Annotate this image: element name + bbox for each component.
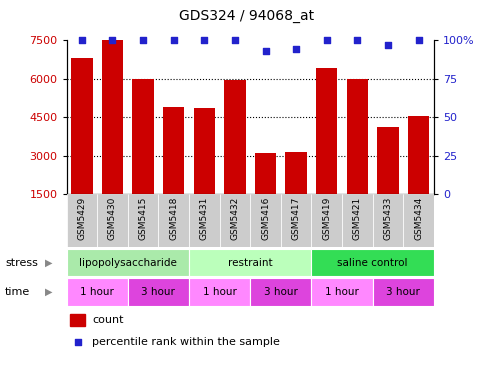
Bar — [189, 249, 312, 276]
Bar — [316, 68, 337, 194]
Text: GDS324 / 94068_at: GDS324 / 94068_at — [179, 9, 314, 23]
Text: 3 hour: 3 hour — [387, 287, 420, 297]
Point — [139, 37, 147, 43]
Text: 1 hour: 1 hour — [80, 287, 114, 297]
Bar — [128, 278, 189, 306]
Point — [384, 42, 392, 48]
Bar — [342, 194, 373, 247]
Text: restraint: restraint — [228, 258, 273, 268]
Bar — [377, 127, 399, 194]
Text: GSM5421: GSM5421 — [353, 197, 362, 240]
Bar — [403, 194, 434, 247]
Bar — [67, 194, 97, 247]
Bar — [189, 194, 219, 247]
Text: ▶: ▶ — [45, 287, 53, 297]
Bar — [71, 58, 93, 194]
Bar — [285, 152, 307, 194]
Text: time: time — [5, 287, 30, 297]
Text: 1 hour: 1 hour — [203, 287, 237, 297]
Bar — [224, 80, 246, 194]
Text: GSM5431: GSM5431 — [200, 197, 209, 240]
Point — [73, 339, 81, 345]
Bar — [97, 194, 128, 247]
Text: GSM5429: GSM5429 — [77, 197, 86, 240]
Bar — [408, 116, 429, 194]
Point — [170, 37, 177, 43]
Bar — [219, 194, 250, 247]
Bar — [373, 278, 434, 306]
Text: GSM5416: GSM5416 — [261, 197, 270, 240]
Bar — [250, 278, 312, 306]
Bar — [67, 278, 128, 306]
Bar — [102, 27, 123, 194]
Text: 3 hour: 3 hour — [264, 287, 298, 297]
Point — [292, 46, 300, 52]
Text: GSM5415: GSM5415 — [139, 197, 147, 240]
Bar — [67, 249, 189, 276]
Text: percentile rank within the sample: percentile rank within the sample — [92, 337, 280, 347]
Text: 3 hour: 3 hour — [141, 287, 176, 297]
Bar — [312, 249, 434, 276]
Bar — [158, 194, 189, 247]
Point — [353, 37, 361, 43]
Bar — [250, 194, 281, 247]
Text: GSM5417: GSM5417 — [291, 197, 301, 240]
Text: stress: stress — [5, 258, 38, 268]
Bar — [347, 79, 368, 194]
Bar — [189, 278, 250, 306]
Text: GSM5430: GSM5430 — [108, 197, 117, 240]
Bar — [128, 194, 158, 247]
Text: GSM5418: GSM5418 — [169, 197, 178, 240]
Text: GSM5434: GSM5434 — [414, 197, 423, 240]
Bar — [281, 194, 312, 247]
Point — [231, 37, 239, 43]
Text: GSM5432: GSM5432 — [230, 197, 240, 240]
Point — [108, 37, 116, 43]
Text: saline control: saline control — [337, 258, 408, 268]
Text: 1 hour: 1 hour — [325, 287, 359, 297]
Point — [78, 37, 86, 43]
Text: lipopolysaccharide: lipopolysaccharide — [79, 258, 176, 268]
Bar — [132, 79, 154, 194]
Text: ▶: ▶ — [45, 258, 53, 268]
Bar — [312, 278, 373, 306]
Bar — [163, 107, 184, 194]
Bar — [194, 108, 215, 194]
Bar — [70, 314, 85, 326]
Bar — [312, 194, 342, 247]
Bar — [373, 194, 403, 247]
Text: count: count — [92, 315, 124, 325]
Text: GSM5433: GSM5433 — [384, 197, 392, 240]
Point — [200, 37, 208, 43]
Bar — [255, 153, 276, 194]
Point — [262, 48, 270, 54]
Point — [323, 37, 331, 43]
Point — [415, 37, 423, 43]
Text: GSM5419: GSM5419 — [322, 197, 331, 240]
